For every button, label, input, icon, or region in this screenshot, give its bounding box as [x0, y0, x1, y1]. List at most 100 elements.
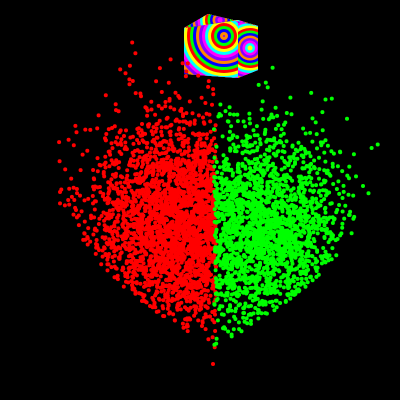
scatter-point [133, 149, 137, 153]
scatter-point [296, 212, 300, 217]
scatter-point [251, 128, 256, 133]
scatter-point [190, 153, 195, 158]
scatter-point [193, 255, 198, 260]
scatter-point [131, 203, 136, 208]
scatter-point [228, 210, 233, 215]
scatter-point [311, 230, 316, 235]
scatter-point [255, 267, 260, 272]
scatter-point [208, 293, 213, 298]
scatter-point [155, 135, 160, 140]
scatter-point [293, 196, 298, 201]
scatter-point [203, 312, 208, 317]
cube-ring [217, 17, 223, 23]
scatter-point [126, 184, 131, 189]
scatter-point [201, 115, 205, 120]
scatter-point [279, 220, 284, 225]
scatter-point [237, 287, 242, 292]
scatter-point [241, 270, 246, 275]
scatter-point [203, 101, 208, 105]
scatter-point [130, 287, 135, 292]
scatter-point [259, 197, 264, 202]
scatter-point [168, 208, 173, 213]
scatter-point [212, 127, 216, 132]
scatter-point [349, 231, 354, 236]
scatter-point [257, 255, 262, 259]
scatter-point [154, 157, 159, 161]
scatter-point [244, 133, 249, 138]
scatter-point [221, 215, 226, 220]
scatter-point [227, 105, 232, 110]
scatter-point [149, 184, 154, 189]
scatter-point [57, 159, 62, 164]
scatter-point [144, 174, 148, 179]
scatter-point [175, 149, 180, 154]
scatter-point [201, 165, 206, 170]
scatter-point [204, 262, 209, 267]
scatter-point [135, 138, 140, 142]
scatter-point [256, 208, 261, 212]
scatter-point [135, 250, 140, 255]
scatter-point [264, 279, 269, 284]
scatter-point [230, 286, 235, 291]
scatter-point [124, 202, 129, 207]
scatter-point [102, 162, 107, 167]
scatter-point [338, 149, 342, 154]
scatter-point [330, 236, 335, 241]
scatter-point [294, 204, 299, 209]
scatter-point [278, 279, 283, 284]
scatter-point [184, 202, 189, 207]
scatter-point [235, 264, 240, 269]
scatter-point [102, 223, 107, 228]
scatter-point [311, 237, 316, 241]
scatter-point [159, 200, 164, 205]
scatter-point [296, 185, 301, 190]
scatter-point [162, 233, 167, 238]
scatter-point [170, 270, 175, 275]
scatter-point [248, 135, 253, 140]
scatter-point [297, 222, 302, 227]
scatter-point [255, 133, 260, 138]
scatter-point [174, 278, 179, 283]
scatter-point [236, 144, 241, 149]
scatter-point [281, 240, 286, 245]
scatter-point [249, 321, 253, 326]
scatter-point [233, 223, 238, 228]
scatter-point [138, 281, 143, 286]
scatter-point [291, 279, 296, 284]
scatter-point [89, 213, 93, 218]
scatter-point [123, 230, 128, 235]
scatter-point [237, 276, 242, 281]
scatter-point [288, 212, 292, 217]
scatter-point [306, 227, 311, 232]
scatter-point [204, 188, 209, 193]
scatter-point [197, 173, 202, 177]
scatter-point [66, 137, 71, 142]
scatter-point [58, 190, 62, 194]
scatter-point [133, 192, 138, 197]
scatter-point [255, 296, 260, 301]
scatter-point [196, 285, 201, 290]
scatter-point [284, 139, 289, 144]
scatter-point [322, 197, 327, 202]
scatter-point [153, 141, 158, 146]
scatter-point [131, 141, 136, 146]
scatter-point [274, 141, 279, 145]
scatter-point [144, 157, 149, 162]
scatter-point [227, 188, 232, 193]
scatter-point [240, 151, 245, 156]
scatter-point [290, 216, 295, 221]
scatter-point [57, 140, 62, 145]
scatter-point [279, 275, 284, 280]
scatter-point [127, 63, 132, 68]
scatter-point [241, 200, 246, 205]
scatter-point [200, 324, 204, 328]
scatter-point [218, 102, 223, 107]
scatter-point [168, 105, 173, 110]
scatter-point [207, 215, 212, 220]
scatter-point [212, 155, 217, 160]
scatter-point [127, 269, 131, 274]
scatter-point [292, 210, 297, 215]
scatter-point [281, 233, 286, 238]
scatter-point [162, 263, 167, 268]
scatter-point [126, 259, 131, 264]
